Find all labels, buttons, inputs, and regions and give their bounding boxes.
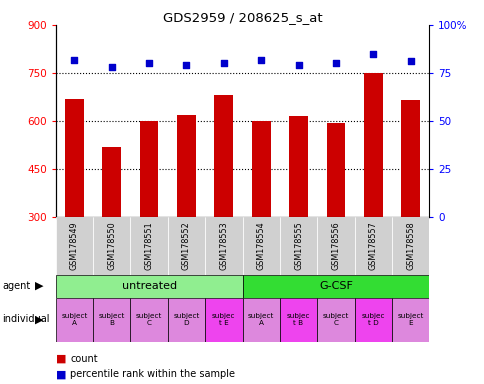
Text: GSM178551: GSM178551: [144, 222, 153, 270]
Bar: [167, 217, 205, 275]
Text: untreated: untreated: [121, 281, 176, 291]
Bar: [400, 100, 419, 313]
Text: GSM178555: GSM178555: [293, 222, 302, 270]
Text: GSM178552: GSM178552: [182, 222, 191, 270]
Bar: [65, 99, 84, 313]
Bar: [214, 95, 233, 313]
Text: subject
A: subject A: [247, 313, 274, 326]
Point: [145, 60, 153, 66]
Bar: [242, 217, 279, 275]
Bar: [102, 147, 121, 313]
Bar: [354, 217, 391, 275]
Bar: [242, 298, 279, 342]
Text: GSM178554: GSM178554: [256, 222, 265, 270]
Text: ▶: ▶: [35, 281, 44, 291]
Bar: [177, 114, 196, 313]
Text: GSM178549: GSM178549: [70, 222, 79, 270]
Text: ■: ■: [56, 369, 66, 379]
Point: [219, 60, 227, 66]
Title: GDS2959 / 208625_s_at: GDS2959 / 208625_s_at: [162, 11, 322, 24]
Text: subjec
t B: subjec t B: [286, 313, 310, 326]
Text: GSM178557: GSM178557: [368, 222, 377, 270]
Text: GSM178550: GSM178550: [107, 222, 116, 270]
Bar: [205, 217, 242, 275]
Bar: [93, 298, 130, 342]
Text: GSM178556: GSM178556: [331, 222, 340, 270]
Point: [369, 51, 377, 57]
Text: subject
E: subject E: [396, 313, 423, 326]
Point: [294, 62, 302, 68]
Text: subject
C: subject C: [322, 313, 348, 326]
Bar: [354, 298, 391, 342]
Bar: [279, 298, 317, 342]
Bar: [288, 116, 307, 313]
Bar: [326, 122, 345, 313]
Bar: [167, 298, 205, 342]
Bar: [93, 217, 130, 275]
Text: subject
A: subject A: [61, 313, 88, 326]
Bar: [56, 275, 242, 298]
Point: [406, 58, 413, 65]
Bar: [130, 298, 167, 342]
Bar: [130, 217, 167, 275]
Bar: [391, 298, 428, 342]
Text: subject
C: subject C: [136, 313, 162, 326]
Bar: [317, 298, 354, 342]
Text: subjec
t D: subjec t D: [361, 313, 384, 326]
Text: G-CSF: G-CSF: [318, 281, 352, 291]
Text: ■: ■: [56, 354, 66, 364]
Bar: [56, 217, 93, 275]
Text: count: count: [70, 354, 98, 364]
Bar: [56, 298, 93, 342]
Text: agent: agent: [2, 281, 30, 291]
Bar: [317, 217, 354, 275]
Point: [331, 60, 339, 66]
Bar: [242, 275, 428, 298]
Text: percentile rank within the sample: percentile rank within the sample: [70, 369, 235, 379]
Point: [182, 62, 190, 68]
Point: [71, 56, 78, 63]
Text: subject
B: subject B: [98, 313, 125, 326]
Bar: [139, 121, 158, 313]
Bar: [279, 217, 317, 275]
Point: [257, 56, 265, 63]
Text: subject
D: subject D: [173, 313, 199, 326]
Text: GSM178553: GSM178553: [219, 222, 228, 270]
Text: GSM178558: GSM178558: [405, 222, 414, 270]
Point: [107, 64, 115, 70]
Bar: [251, 121, 270, 313]
Bar: [205, 298, 242, 342]
Text: individual: individual: [2, 314, 50, 324]
Text: subjec
t E: subjec t E: [212, 313, 235, 326]
Bar: [363, 73, 382, 313]
Bar: [391, 217, 428, 275]
Text: ▶: ▶: [35, 314, 44, 324]
